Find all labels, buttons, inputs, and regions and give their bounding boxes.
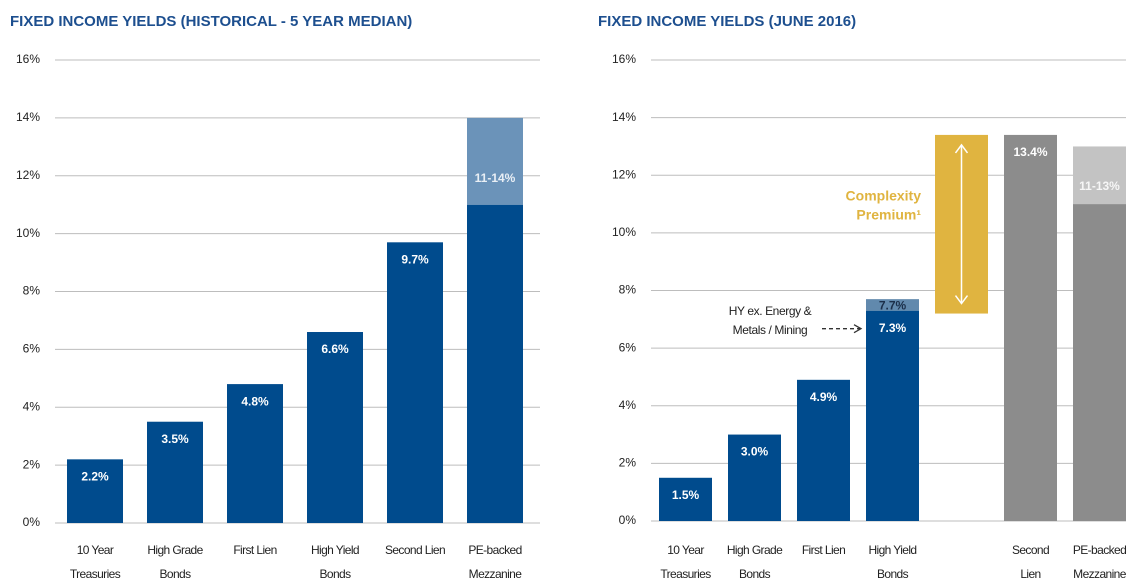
x-tick-label: High Yield [868,543,916,557]
annotation-arrow-head [853,324,863,334]
bar [1073,204,1126,521]
x-tick-label: High Grade [727,543,783,557]
range-bar [866,299,919,311]
y-tick-label: 2% [23,457,41,471]
value-label: 6.6% [321,342,349,356]
arrow-head [954,143,969,154]
range-bar [1073,146,1126,205]
x-tick-label: Second [1012,543,1049,557]
arrow-head [954,295,969,305]
y-tick-label: 4% [23,399,41,413]
range-bar [467,117,523,205]
y-tick-label: 6% [23,342,41,356]
y-tick-label: 2% [619,456,637,470]
value-label: 9.7% [401,252,429,266]
bar [659,477,712,521]
bar [467,204,523,523]
value-label: 2.2% [81,470,109,484]
annotation: Premium¹ [856,207,921,223]
value-label: 4.8% [241,394,269,408]
x-tick-label: 10 Year [77,543,114,557]
x-tick-label: First Lien [802,543,845,557]
bar [387,242,443,523]
value-label: 4.9% [810,390,838,404]
annotation: Metals / Mining [733,323,808,337]
bar [1004,134,1057,521]
x-tick-label: High Grade [147,543,203,557]
y-tick-label: 10% [612,225,636,239]
x-tick-label: Bonds [319,567,351,581]
value-label: 7.3% [879,321,907,335]
bar [227,384,283,523]
y-tick-label: 10% [16,226,40,240]
bar [147,421,203,523]
bar [728,434,781,521]
x-tick-label: Lien [1020,567,1040,581]
range-label: 11-14% [475,171,516,185]
value-label: 13.4% [1013,145,1047,159]
range-label: 7.7% [879,298,907,312]
x-tick-label: High Yield [311,543,359,557]
bar [67,459,123,523]
bar [797,379,850,521]
value-label: 1.5% [672,488,700,502]
y-tick-label: 8% [619,283,637,297]
chart-title: FIXED INCOME YIELDS (JUNE 2016) [598,13,856,30]
annotation: HY ex. Energy & [729,304,812,318]
x-tick-label: Mezzanine [469,567,523,581]
y-tick-label: 4% [619,398,637,412]
x-tick-label: Second Lien [385,543,445,557]
x-tick-label: Bonds [877,567,909,581]
annotation: Complexity [846,188,922,204]
range-label: 11-13% [1079,179,1120,193]
x-tick-label: PE-backed [468,543,521,557]
chart-title: FIXED INCOME YIELDS (HISTORICAL - 5 YEAR… [10,13,412,30]
x-tick-label: Bonds [739,567,771,581]
y-tick-label: 6% [619,340,637,354]
y-tick-label: 12% [612,167,636,181]
y-tick-label: 8% [23,284,41,298]
y-tick-label: 12% [16,168,40,182]
x-tick-label: Treasuries [70,567,121,581]
value-label: 3.0% [741,445,769,459]
x-tick-label: Bonds [159,567,191,581]
y-tick-label: 0% [23,515,41,529]
y-tick-label: 16% [16,52,40,66]
x-tick-label: Treasuries [660,567,711,581]
x-tick-label: First Lien [233,543,276,557]
y-tick-label: 14% [612,110,636,124]
bar [307,332,363,523]
y-tick-label: 0% [619,513,637,527]
x-tick-label: 10 Year [667,543,704,557]
y-tick-label: 16% [612,52,636,66]
value-label: 3.5% [161,432,189,446]
y-tick-label: 14% [16,110,40,124]
bar [866,310,919,521]
x-tick-label: Mezzanine [1073,567,1127,581]
x-tick-label: PE-backed [1073,543,1126,557]
